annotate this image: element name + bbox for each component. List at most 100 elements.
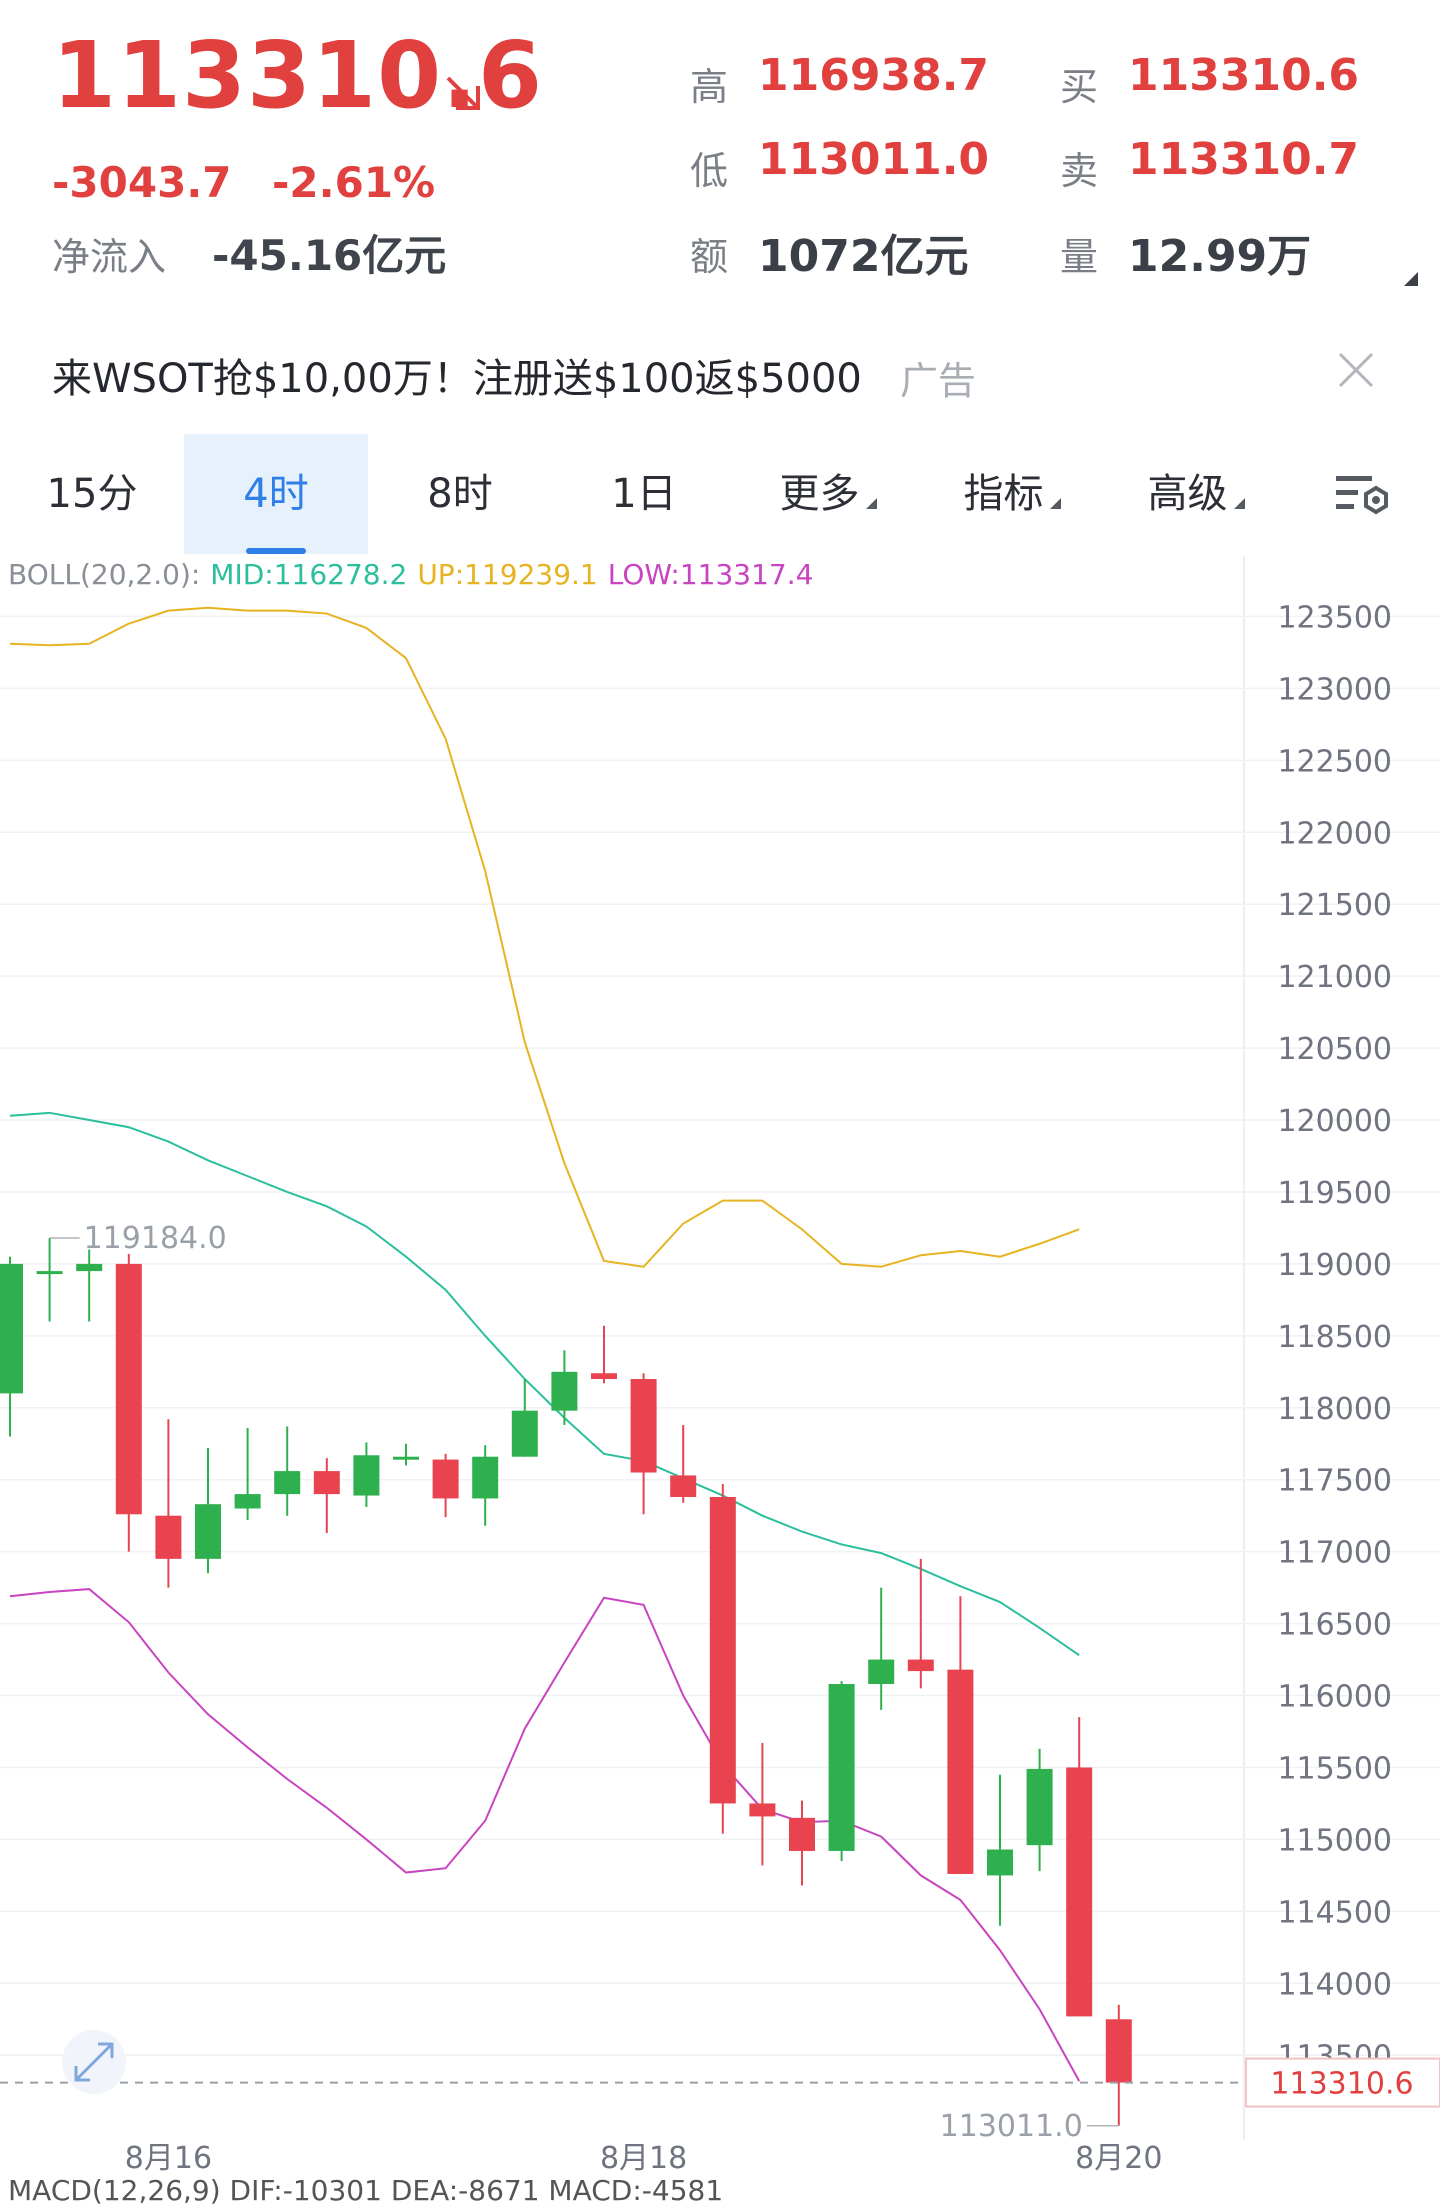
high-annotation: 119184.0 xyxy=(84,1221,227,1256)
boll-low-line xyxy=(9,1588,1081,2082)
y-tick-label: 117000 xyxy=(1277,1536,1392,1571)
y-tick-label: 119000 xyxy=(1277,1248,1392,1283)
fullscreen-arrow xyxy=(98,2042,114,2058)
stat-turnover-value: 1072亿元 xyxy=(758,231,969,282)
candle-body xyxy=(591,1373,617,1380)
stat-high-value: 116938.7 xyxy=(758,50,990,101)
candle-body xyxy=(274,1471,301,1495)
candle-body xyxy=(1026,1768,1053,1846)
stat-low-label: 低 xyxy=(690,149,729,193)
boll-mid-line xyxy=(9,1111,1080,1657)
tab-advanced[interactable]: 高级 xyxy=(1104,434,1288,554)
tab-label: 高级 xyxy=(1147,471,1228,517)
y-tick-label: 121000 xyxy=(1277,960,1392,995)
candle-body xyxy=(749,1803,776,1817)
tab-label: 8时 xyxy=(427,471,493,517)
candle-body xyxy=(36,1271,63,1275)
candle-body xyxy=(828,1684,855,1851)
low-annotation: 113011.0 xyxy=(940,2109,1083,2144)
candle-body xyxy=(789,1817,815,1851)
stat-volume-label: 量 xyxy=(1060,235,1099,279)
chart-settings-icon[interactable] xyxy=(1334,470,1394,520)
fullscreen-arrow xyxy=(74,2066,90,2082)
candlestick-chart[interactable]: 123500 123000 122500 122000 121500 121000 1205… xyxy=(0,556,1440,2192)
y-tick-label: 115000 xyxy=(1277,1823,1392,1858)
candle-body xyxy=(947,1669,974,1874)
y-tick-label: 117500 xyxy=(1277,1464,1392,1499)
y-tick-label: 123000 xyxy=(1277,672,1392,707)
tab-label: 4时 xyxy=(243,471,309,517)
netflow-label: 净流入 xyxy=(52,235,167,279)
candle-body xyxy=(313,1471,340,1495)
fullscreen-stroke xyxy=(74,2042,114,2082)
netflow-value: -45.16亿元 xyxy=(212,231,447,280)
boll-low: LOW:113317.4 xyxy=(607,558,814,591)
candle-body xyxy=(432,1459,459,1499)
y-tick-label: 121500 xyxy=(1277,888,1392,923)
candle-body xyxy=(1105,2019,1132,2083)
tab-label: 指标 xyxy=(963,471,1044,517)
stat-turnover-label: 额 xyxy=(690,235,729,279)
boll-bands xyxy=(9,606,1081,2082)
stat-bid-label: 买 xyxy=(1060,65,1099,109)
stat-ask-value: 113310.7 xyxy=(1128,134,1360,185)
active-tab-indicator xyxy=(246,548,306,554)
candle-body xyxy=(472,1456,499,1499)
tab-more[interactable]: 更多 xyxy=(736,434,920,554)
candle-body xyxy=(115,1263,142,1515)
macd-legend: MACD(12,26,9) DIF:-10301 DEA:-8671 MACD:… xyxy=(8,2174,724,2207)
boll-up: UP:119239.1 xyxy=(417,558,598,591)
y-tick-label: 123500 xyxy=(1277,600,1392,635)
candles xyxy=(0,1238,1132,2126)
down-arrow-icon xyxy=(446,76,480,110)
boll-up-line xyxy=(9,606,1080,1268)
y-tick-label: 114000 xyxy=(1277,1967,1392,2002)
candle-body xyxy=(551,1371,578,1411)
boll-legend: BOLL(20,2.0): MID:116278.2 UP:119239.1 LOW:… xyxy=(8,558,823,591)
chart-annotations: 113310.6 119184.0 113011.0 xyxy=(0,1221,1440,2144)
candle-body xyxy=(511,1410,538,1457)
candle-body xyxy=(155,1515,182,1559)
boll-name: BOLL(20,2.0): xyxy=(8,558,201,591)
candle-body xyxy=(709,1496,736,1804)
x-tick-label: 8月16 xyxy=(125,2141,212,2176)
tab-1d[interactable]: 1日 xyxy=(552,434,736,554)
boll-mid: MID:116278.2 xyxy=(210,558,408,591)
y-tick-label: 116000 xyxy=(1277,1680,1392,1715)
candle-body xyxy=(76,1263,103,1272)
candle-body xyxy=(987,1849,1013,1876)
y-tick-label: 115500 xyxy=(1277,1751,1392,1786)
stat-ask-label: 卖 xyxy=(1060,149,1099,193)
candle-body xyxy=(0,1263,23,1394)
stat-bid-value: 113310.6 xyxy=(1128,50,1360,101)
stat-high-label: 高 xyxy=(690,65,729,109)
y-tick-label: 118000 xyxy=(1277,1392,1392,1427)
fullscreen-icon[interactable] xyxy=(62,2030,126,2094)
ad-tag: 广告 xyxy=(900,359,977,403)
y-tick-label: 116500 xyxy=(1277,1608,1392,1643)
tab-15min[interactable]: 15分 xyxy=(0,434,184,554)
price-change: -3043.7 xyxy=(52,158,232,207)
y-tick-label: 118500 xyxy=(1277,1320,1392,1355)
tab-4h[interactable]: 4时 xyxy=(184,434,368,554)
chart-grid xyxy=(0,556,1440,2140)
candle-body xyxy=(907,1659,934,1672)
x-tick-label: 8月20 xyxy=(1075,2141,1162,2176)
tab-8h[interactable]: 8时 xyxy=(368,434,552,554)
x-axis-labels: 8月16 8月18 8月20 xyxy=(125,2141,1163,2176)
y-tick-label: 122000 xyxy=(1277,816,1392,851)
close-icon[interactable] xyxy=(1336,350,1376,390)
tab-label: 更多 xyxy=(779,471,860,517)
tab-label: 15分 xyxy=(46,471,138,517)
dropdown-caret-icon xyxy=(1233,498,1245,509)
candle-body xyxy=(234,1494,261,1509)
candle-body xyxy=(670,1475,697,1497)
ad-banner-text[interactable]: 来WSOT抢$10,00万！注册送$100返$5000 xyxy=(52,356,862,402)
y-tick-label: 120500 xyxy=(1277,1032,1392,1067)
interval-tabs: 15分 4时 8时 1日 更多 指标 高级 xyxy=(0,434,1440,554)
tab-indicators[interactable]: 指标 xyxy=(920,434,1104,554)
expand-corner-icon[interactable] xyxy=(1404,272,1418,286)
current-price-tag xyxy=(1245,2057,1440,2108)
y-tick-label: 122500 xyxy=(1277,744,1392,779)
current-price-label: 113310.6 xyxy=(1270,2067,1413,2102)
